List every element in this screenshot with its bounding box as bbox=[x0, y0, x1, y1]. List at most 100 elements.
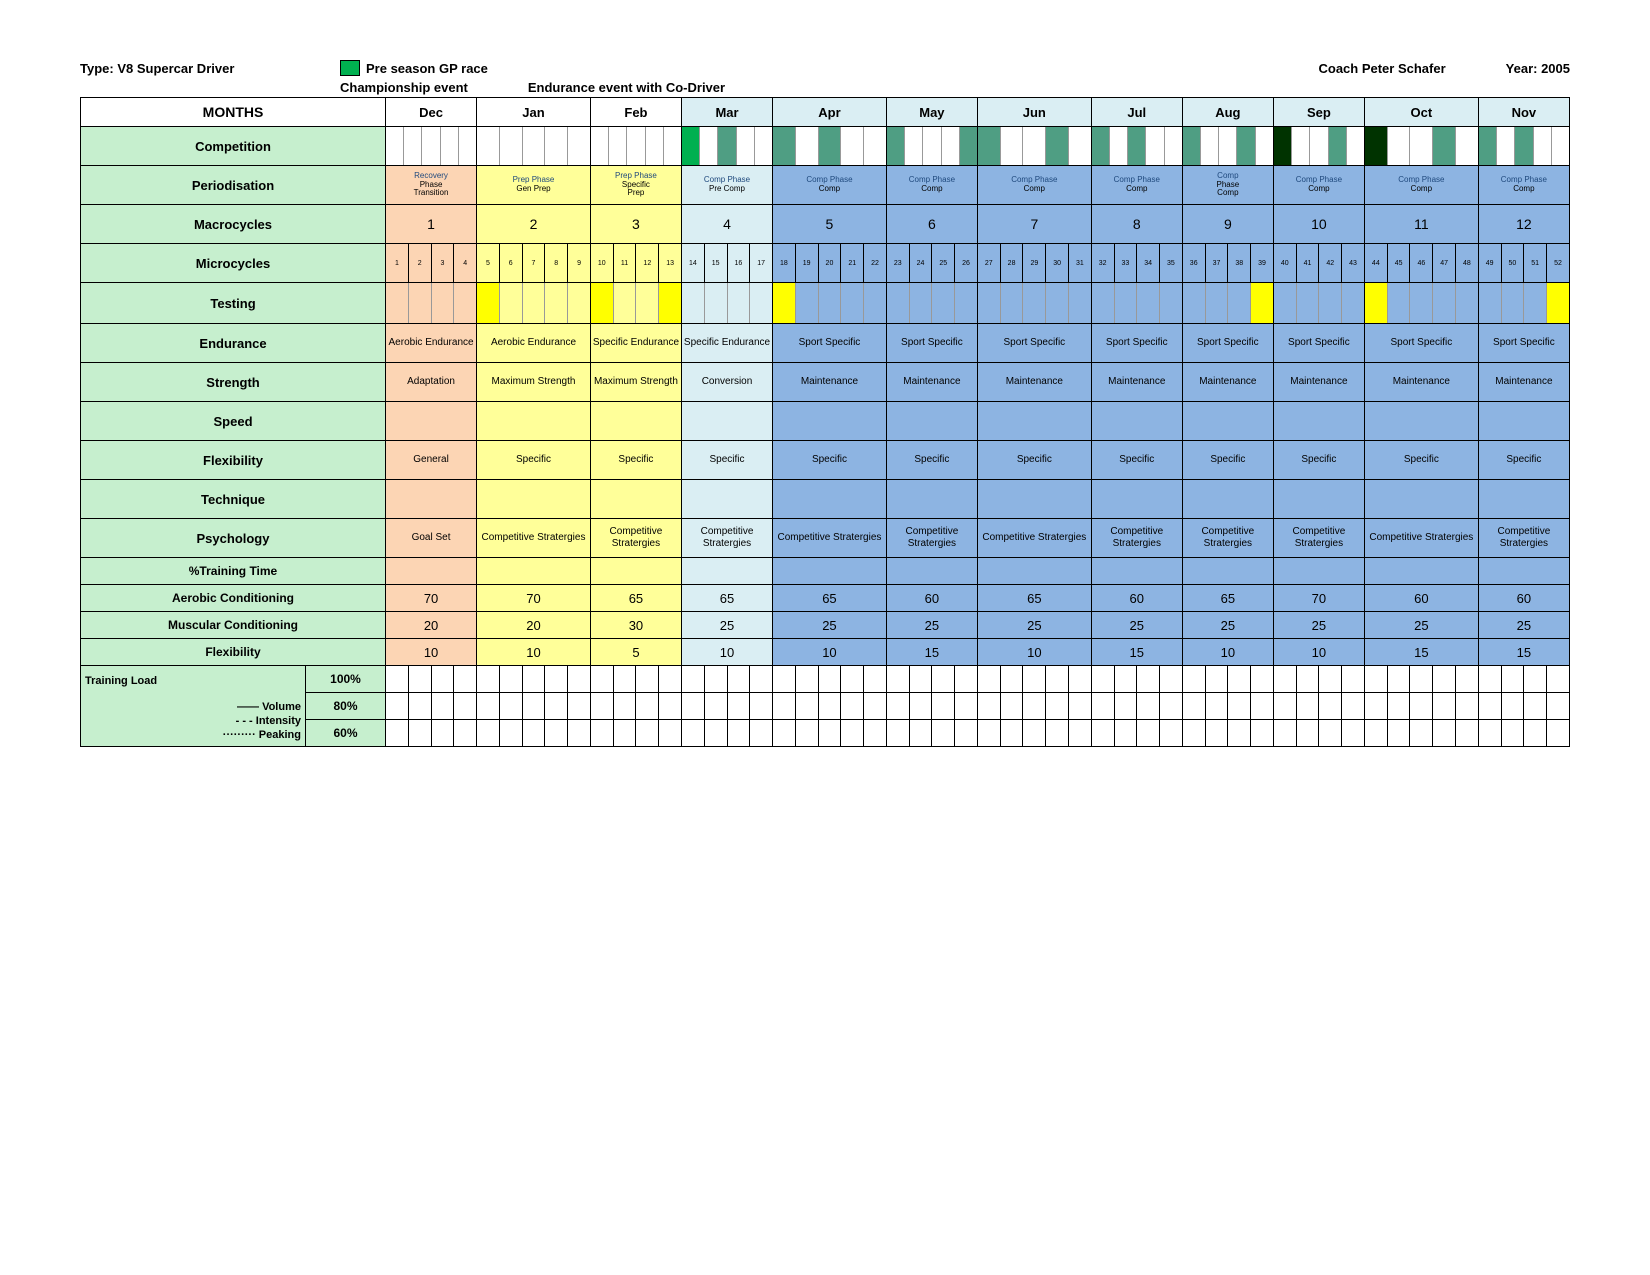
periodisation-cell: CompPhaseComp bbox=[1182, 166, 1273, 205]
training-plan: Type: V8 Supercar Driver Pre season GP r… bbox=[80, 60, 1570, 747]
strength-cell: Maintenance bbox=[886, 363, 977, 402]
pct-cell bbox=[386, 558, 477, 585]
microcycle-cell: 43 bbox=[1342, 244, 1365, 283]
technique-cell bbox=[1273, 480, 1364, 519]
load-grid-cell bbox=[1387, 693, 1410, 720]
microcycle-cell: 40 bbox=[1273, 244, 1296, 283]
muscular-cell: 25 bbox=[886, 612, 977, 639]
load-grid-cell bbox=[1433, 666, 1456, 693]
testing-cell bbox=[1091, 283, 1182, 324]
pct-cell bbox=[1091, 558, 1182, 585]
load-grid-cell bbox=[1091, 720, 1114, 747]
month-header: Dec bbox=[386, 98, 477, 127]
month-header: May bbox=[886, 98, 977, 127]
microcycle-cell: 27 bbox=[977, 244, 1000, 283]
competition-cell bbox=[1182, 127, 1273, 166]
macrocycle-cell: 12 bbox=[1478, 205, 1569, 244]
load-grid-cell bbox=[613, 666, 636, 693]
microcycle-cell: 23 bbox=[886, 244, 909, 283]
load-grid-cell bbox=[1023, 666, 1046, 693]
load-grid-cell bbox=[1068, 720, 1091, 747]
load-grid-cell bbox=[955, 666, 978, 693]
load-grid-cell bbox=[1433, 720, 1456, 747]
microcycle-cell: 52 bbox=[1547, 244, 1570, 283]
testing-cell bbox=[1182, 283, 1273, 324]
macrocycle-cell: 9 bbox=[1182, 205, 1273, 244]
load-grid-cell bbox=[886, 666, 909, 693]
load-grid-cell bbox=[1205, 666, 1228, 693]
psychology-cell: Competitive Stratergies bbox=[1182, 519, 1273, 558]
testing-cell bbox=[1364, 283, 1478, 324]
periodisation-cell: Prep PhaseGen Prep bbox=[477, 166, 591, 205]
flex2-cell: 5 bbox=[590, 639, 681, 666]
row-strength: Strength bbox=[81, 363, 386, 402]
load-grid-cell bbox=[1000, 666, 1023, 693]
flexibility-cell: Specific bbox=[1273, 441, 1364, 480]
load-grid-cell bbox=[1182, 720, 1205, 747]
legend-endurance: Endurance event with Co-Driver bbox=[528, 80, 725, 95]
testing-cell bbox=[1273, 283, 1364, 324]
load-grid-cell bbox=[1478, 666, 1501, 693]
load-grid-cell bbox=[932, 693, 955, 720]
testing-cell bbox=[977, 283, 1091, 324]
microcycle-cell: 11 bbox=[613, 244, 636, 283]
microcycle-cell: 25 bbox=[932, 244, 955, 283]
load-grid-cell bbox=[773, 693, 796, 720]
load-grid-cell bbox=[386, 666, 409, 693]
load-grid-cell bbox=[1068, 693, 1091, 720]
load-grid-cell bbox=[1296, 666, 1319, 693]
type-label: Type: V8 Supercar Driver bbox=[80, 61, 340, 76]
periodisation-cell: Comp PhaseComp bbox=[773, 166, 887, 205]
load-grid-cell bbox=[773, 666, 796, 693]
flexibility-cell: Specific bbox=[477, 441, 591, 480]
microcycle-cell: 49 bbox=[1478, 244, 1501, 283]
testing-cell bbox=[590, 283, 681, 324]
flexibility-cell: Specific bbox=[681, 441, 772, 480]
microcycle-cell: 21 bbox=[841, 244, 864, 283]
technique-cell bbox=[386, 480, 477, 519]
load-grid-cell bbox=[1410, 693, 1433, 720]
load-grid-cell bbox=[454, 693, 477, 720]
muscular-cell: 25 bbox=[1364, 612, 1478, 639]
psychology-cell: Competitive Stratergies bbox=[1091, 519, 1182, 558]
load-grid-cell bbox=[1342, 720, 1365, 747]
microcycle-cell: 35 bbox=[1160, 244, 1183, 283]
load-grid-cell bbox=[1137, 693, 1160, 720]
strength-cell: Conversion bbox=[681, 363, 772, 402]
load-grid-cell bbox=[750, 666, 773, 693]
competition-cell bbox=[477, 127, 591, 166]
strength-cell: Maintenance bbox=[1091, 363, 1182, 402]
microcycle-cell: 13 bbox=[659, 244, 682, 283]
pct-cell bbox=[477, 558, 591, 585]
load-grid-cell bbox=[408, 666, 431, 693]
microcycle-cell: 47 bbox=[1433, 244, 1456, 283]
microcycle-cell: 5 bbox=[477, 244, 500, 283]
technique-cell bbox=[886, 480, 977, 519]
technique-cell bbox=[1091, 480, 1182, 519]
endurance-cell: Specific Endurance bbox=[590, 324, 681, 363]
muscular-cell: 30 bbox=[590, 612, 681, 639]
load-grid-cell bbox=[522, 720, 545, 747]
load-grid-cell bbox=[454, 720, 477, 747]
microcycle-cell: 36 bbox=[1182, 244, 1205, 283]
load-grid-cell bbox=[477, 666, 500, 693]
competition-cell bbox=[1273, 127, 1364, 166]
macrocycle-cell: 1 bbox=[386, 205, 477, 244]
load-grid-cell bbox=[1160, 720, 1183, 747]
month-header: Mar bbox=[681, 98, 772, 127]
periodisation-cell: Comp PhaseComp bbox=[1478, 166, 1569, 205]
flex2-cell: 15 bbox=[1478, 639, 1569, 666]
microcycle-cell: 48 bbox=[1456, 244, 1479, 283]
load-grid-cell bbox=[1410, 666, 1433, 693]
load-grid-cell bbox=[1091, 693, 1114, 720]
aerobic-cell: 70 bbox=[386, 585, 477, 612]
periodisation-cell: Comp PhaseComp bbox=[1273, 166, 1364, 205]
microcycle-cell: 20 bbox=[818, 244, 841, 283]
strength-cell: Maximum Strength bbox=[590, 363, 681, 402]
macrocycle-cell: 11 bbox=[1364, 205, 1478, 244]
flexibility-cell: Specific bbox=[1091, 441, 1182, 480]
microcycle-cell: 41 bbox=[1296, 244, 1319, 283]
microcycle-cell: 33 bbox=[1114, 244, 1137, 283]
load-grid-cell bbox=[590, 693, 613, 720]
load-grid-cell bbox=[864, 693, 887, 720]
